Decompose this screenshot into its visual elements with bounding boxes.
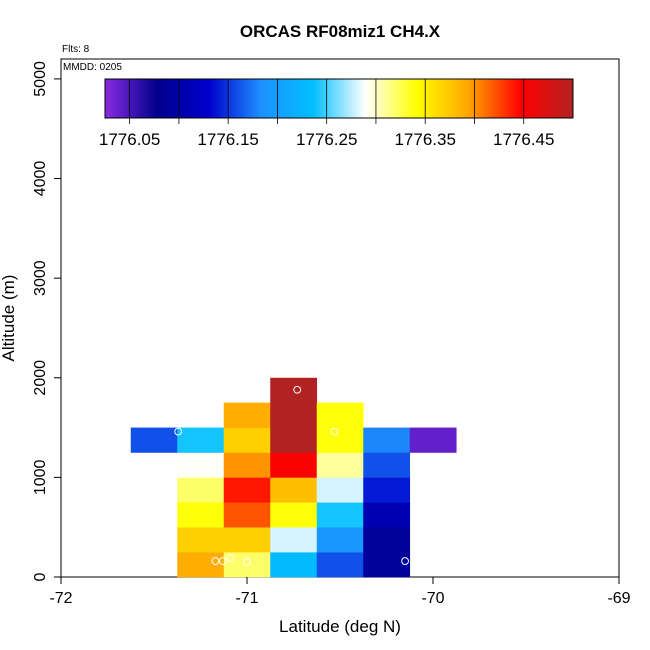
heatmap-cell (316, 502, 364, 528)
heatmap-cell (223, 402, 271, 428)
heatmap-cell (316, 552, 364, 578)
heatmap-cell (316, 427, 364, 453)
sample-point (218, 557, 227, 565)
y-tick-label: 5000 (32, 61, 49, 97)
heatmap-cell (270, 402, 318, 428)
sample-point (243, 558, 251, 566)
y-axis: 0 1000 2000 3000 4000 5000 (32, 61, 61, 581)
chart-title: ORCAS RF08miz1 CH4.X (240, 22, 441, 41)
y-tick-label: 3000 (32, 260, 49, 296)
heatmap-cell (177, 502, 225, 528)
heatmap-cell (363, 527, 411, 553)
heatmap-cells (130, 377, 457, 578)
date-note: MMDD: 0205 (63, 62, 122, 73)
heatmap-cell (270, 452, 318, 478)
heatmap-cell (409, 427, 457, 453)
x-tick-label: -71 (235, 590, 258, 607)
heatmap-cell (316, 527, 364, 553)
heatmap-cell (363, 477, 411, 503)
sample-point (293, 385, 302, 394)
heatmap-cell (363, 502, 411, 528)
x-tick-label: -69 (607, 590, 630, 607)
heatmap-cell (223, 502, 271, 528)
colorbar-tick-label: 1776.05 (99, 130, 160, 149)
heatmap-cell (363, 427, 411, 453)
colorbar-tick-label: 1776.45 (493, 130, 554, 149)
flights-note: Flts: 8 (62, 44, 90, 55)
heatmap-cell (270, 477, 318, 503)
sample-points (174, 385, 478, 566)
heatmap-cell (270, 502, 318, 528)
heatmap-cell (223, 427, 271, 453)
heatmap-cell (177, 427, 225, 453)
heatmap-cell (223, 527, 271, 553)
colorbar-gradient (104, 78, 574, 119)
heatmap-cell (177, 452, 225, 478)
sample-point (211, 557, 220, 565)
heatmap-cell (363, 452, 411, 478)
y-tick-label: 1000 (32, 459, 49, 495)
heatmap-cell (223, 452, 271, 478)
x-axis: -72 -71 -70 -69 (49, 577, 631, 607)
sample-point (401, 557, 410, 565)
heatmap-cell (316, 452, 364, 478)
sample-point (330, 427, 339, 436)
heatmap-cell (130, 427, 178, 453)
heatmap-cell (177, 477, 225, 503)
heatmap-cell (270, 527, 318, 553)
heatmap-cell (223, 552, 271, 578)
heatmap-cell (363, 552, 411, 578)
y-axis-label: Altitude (m) (0, 275, 18, 362)
heatmap-cell (270, 552, 318, 578)
x-tick-label: -72 (49, 590, 72, 607)
heatmap-cell (316, 477, 364, 503)
colorbar-ticks: 1776.05 1776.15 1776.25 1776.35 1776.45 (99, 79, 554, 149)
colorbar: 1776.05 1776.15 1776.25 1776.35 1776.45 (99, 78, 574, 149)
heatmap-cell (177, 527, 225, 553)
heatmap-cell (177, 552, 225, 578)
heatmap-cell (223, 477, 271, 503)
y-tick-label: 2000 (32, 360, 49, 396)
sample-point (226, 554, 235, 562)
heatmap-cell (270, 427, 318, 453)
colorbar-tick-label: 1776.15 (197, 130, 258, 149)
heatmap-cell (316, 402, 364, 428)
y-tick-label: 0 (32, 572, 49, 581)
colorbar-tick-label: 1776.25 (296, 130, 357, 149)
x-axis-label: Latitude (deg N) (279, 617, 401, 636)
sample-point (470, 425, 478, 434)
colorbar-tick-label: 1776.35 (394, 130, 455, 149)
x-tick-label: -70 (421, 590, 444, 607)
sample-point (174, 427, 183, 436)
y-tick-label: 4000 (32, 161, 49, 197)
